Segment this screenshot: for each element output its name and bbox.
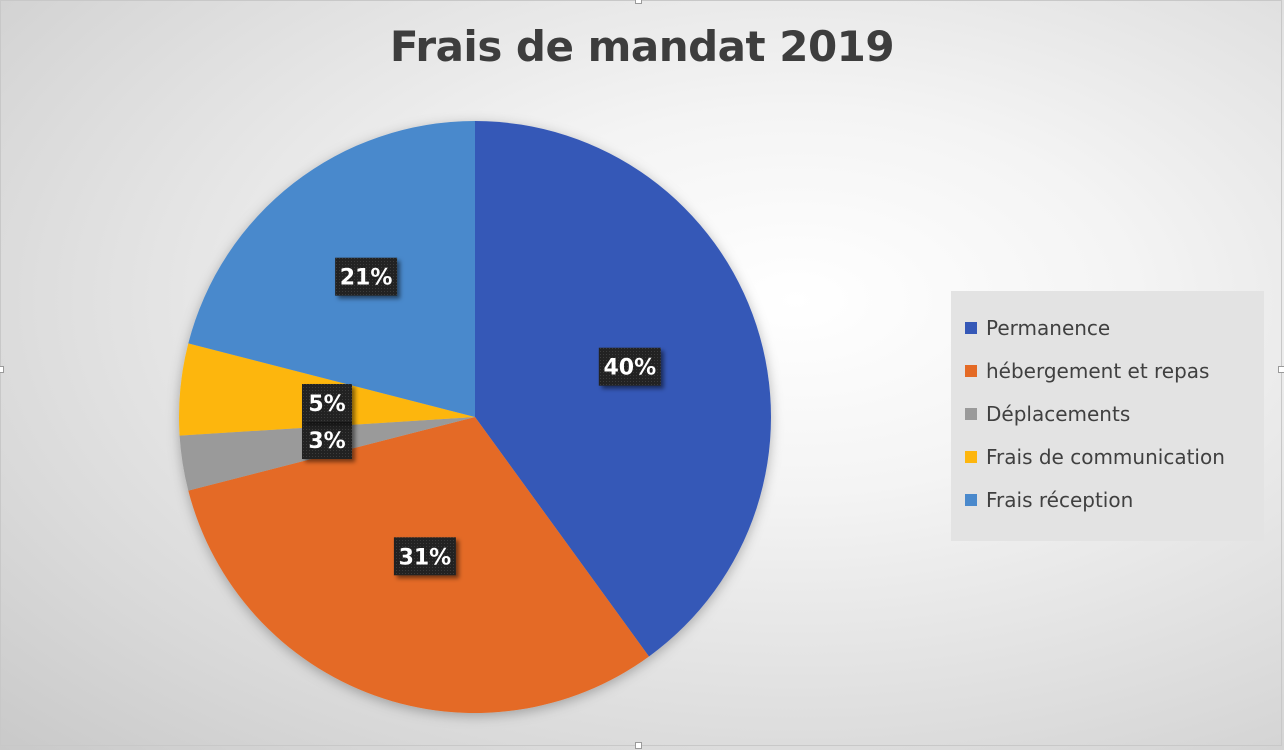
data-label-text: 40% <box>603 356 656 381</box>
legend-item-hebergement: hébergement et repas <box>965 346 1264 396</box>
legend-label: Permanence <box>986 316 1111 340</box>
data-label-1: 31% <box>393 537 456 576</box>
legend-label: Frais de communication <box>986 445 1225 469</box>
data-label-box <box>393 537 456 576</box>
data-label-text: 3% <box>308 429 345 454</box>
chart-legend: Permanence hébergement et repas Déplacem… <box>951 291 1264 541</box>
chart-title: Frais de mandat 2019 <box>389 22 895 71</box>
resize-handle-bottom[interactable] <box>635 742 642 749</box>
data-label-box <box>335 257 398 296</box>
legend-swatch <box>965 365 977 377</box>
legend-item-reception: Frais réception <box>965 475 1264 525</box>
data-label-2: 3% <box>302 421 352 459</box>
pie-slice-0[interactable] <box>475 121 771 657</box>
legend-item-permanence: Permanence <box>965 303 1264 353</box>
data-label-box <box>302 421 352 459</box>
data-label-box <box>302 384 352 422</box>
legend-swatch <box>965 408 977 420</box>
data-label-box <box>598 347 661 386</box>
resize-handle-top[interactable] <box>635 0 642 4</box>
legend-swatch <box>965 494 977 506</box>
pie-slice-4[interactable] <box>188 121 476 417</box>
resize-handle-left[interactable] <box>0 366 4 373</box>
data-label-3: 5% <box>302 384 352 422</box>
data-label-text: 31% <box>399 545 452 570</box>
legend-label: Déplacements <box>986 402 1131 426</box>
legend-item-communication: Frais de communication <box>965 432 1264 482</box>
data-label-4: 21% <box>335 257 398 296</box>
legend-swatch <box>965 451 977 463</box>
legend-label: hébergement et repas <box>986 359 1210 383</box>
data-label-text: 5% <box>308 392 345 417</box>
legend-swatch <box>965 322 977 334</box>
data-label-text: 21% <box>340 266 393 291</box>
legend-item-deplacements: Déplacements <box>965 389 1264 439</box>
resize-handle-right[interactable] <box>1278 366 1284 373</box>
legend-label: Frais réception <box>986 488 1134 512</box>
data-label-0: 40% <box>598 347 661 386</box>
